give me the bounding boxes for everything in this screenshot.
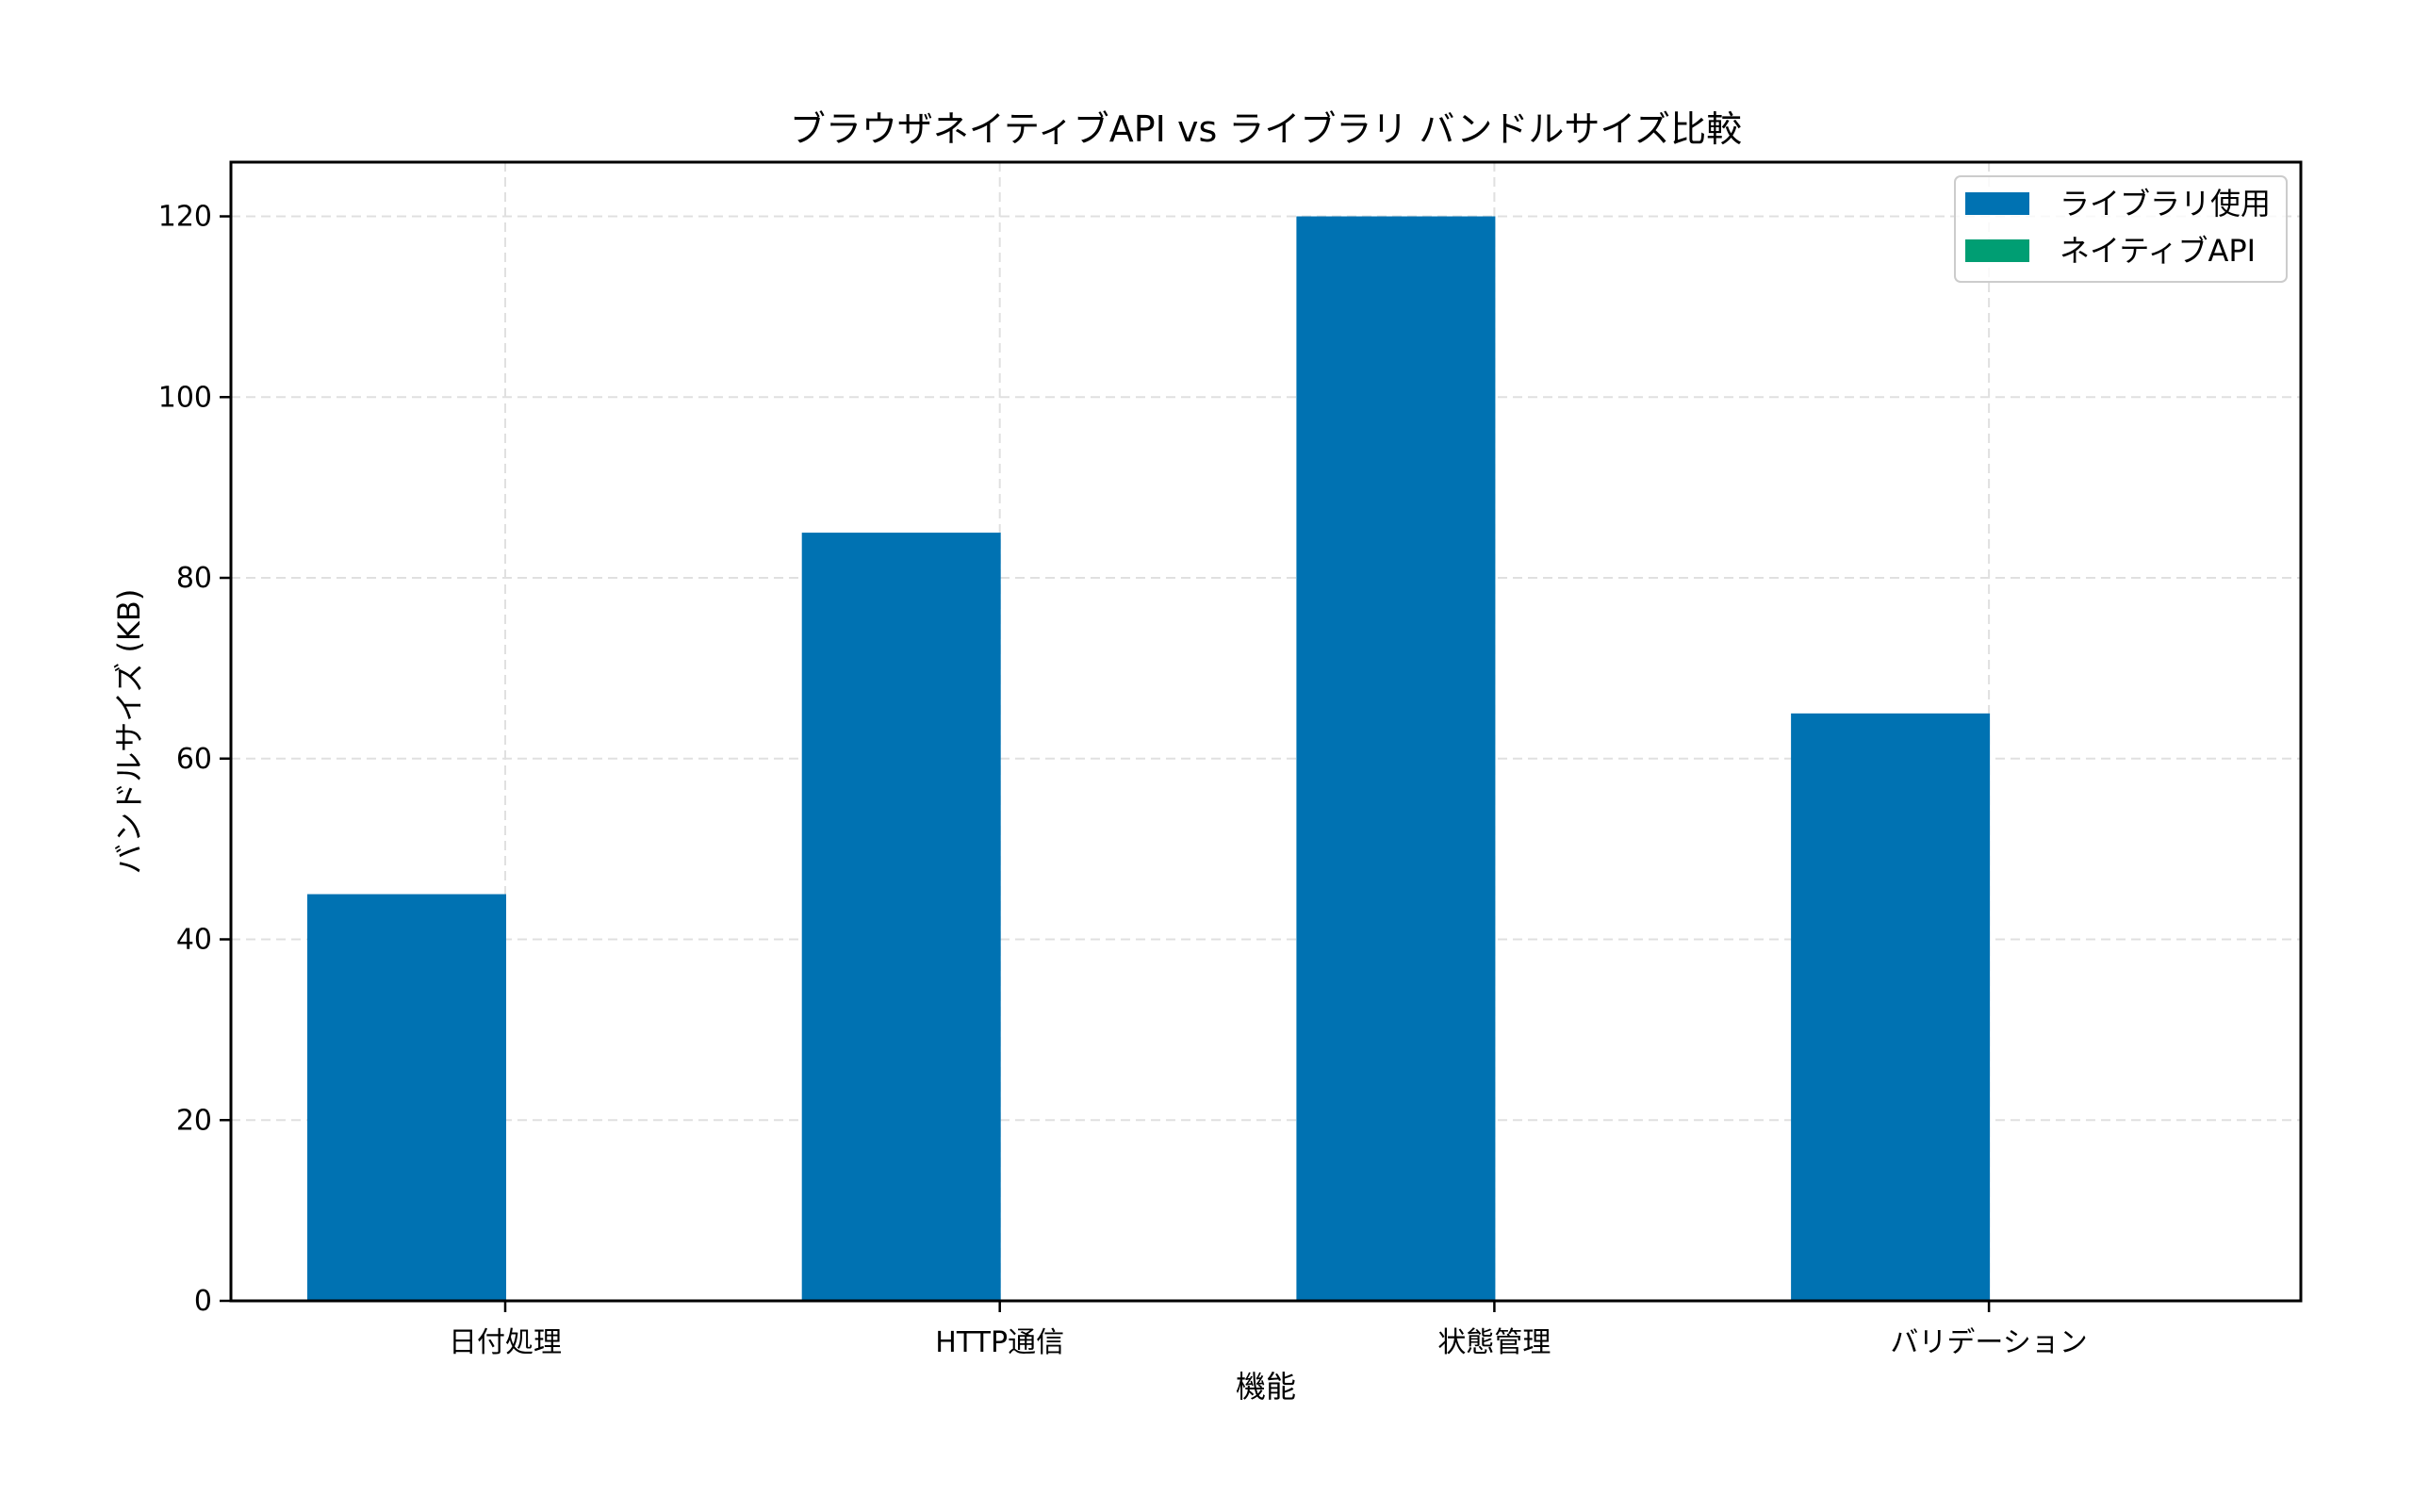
y-tick-label: 20	[176, 1104, 212, 1137]
legend-label-native: ネイティブAPI	[2060, 233, 2256, 269]
x-axis-label: 機能	[1236, 1369, 1296, 1405]
x-axis-ticks: 日付処理 HTTP通信 状態管理 バリデーション	[449, 1301, 2088, 1359]
x-tick-label: 日付処理	[449, 1326, 562, 1359]
x-tick-label: HTTP通信	[935, 1326, 1064, 1359]
y-tick-label: 60	[176, 743, 212, 776]
legend-label-library: ライブラリ使用	[2060, 186, 2271, 222]
bar-library	[1296, 216, 1496, 1301]
legend-swatch-native	[1965, 239, 2029, 262]
y-axis-ticks: 0 20 40 60 80 100 120	[158, 201, 231, 1318]
legend: ライブラリ使用 ネイティブAPI	[1954, 175, 2288, 283]
y-tick-label: 40	[176, 924, 212, 957]
y-axis-label: バンドルサイズ (KB)	[111, 589, 147, 875]
y-tick-label: 100	[158, 381, 212, 414]
legend-box	[1954, 175, 2288, 283]
bar-library	[1791, 713, 1991, 1301]
chart-title: ブラウザネイティブAPI vs ライブラリ バンドルサイズ比較	[790, 108, 1742, 150]
x-tick-label: バリデーション	[1890, 1326, 2087, 1359]
bar-library	[801, 533, 1001, 1301]
legend-swatch-library	[1965, 192, 2029, 215]
bar-library	[307, 894, 506, 1301]
x-tick-label: 状態管理	[1437, 1326, 1551, 1359]
y-tick-label: 0	[194, 1285, 212, 1318]
y-tick-label: 120	[158, 201, 212, 234]
grid-lines	[231, 162, 2301, 1301]
bars	[307, 216, 1991, 1301]
axes-frame	[229, 160, 2303, 1303]
y-tick-label: 80	[176, 562, 212, 595]
